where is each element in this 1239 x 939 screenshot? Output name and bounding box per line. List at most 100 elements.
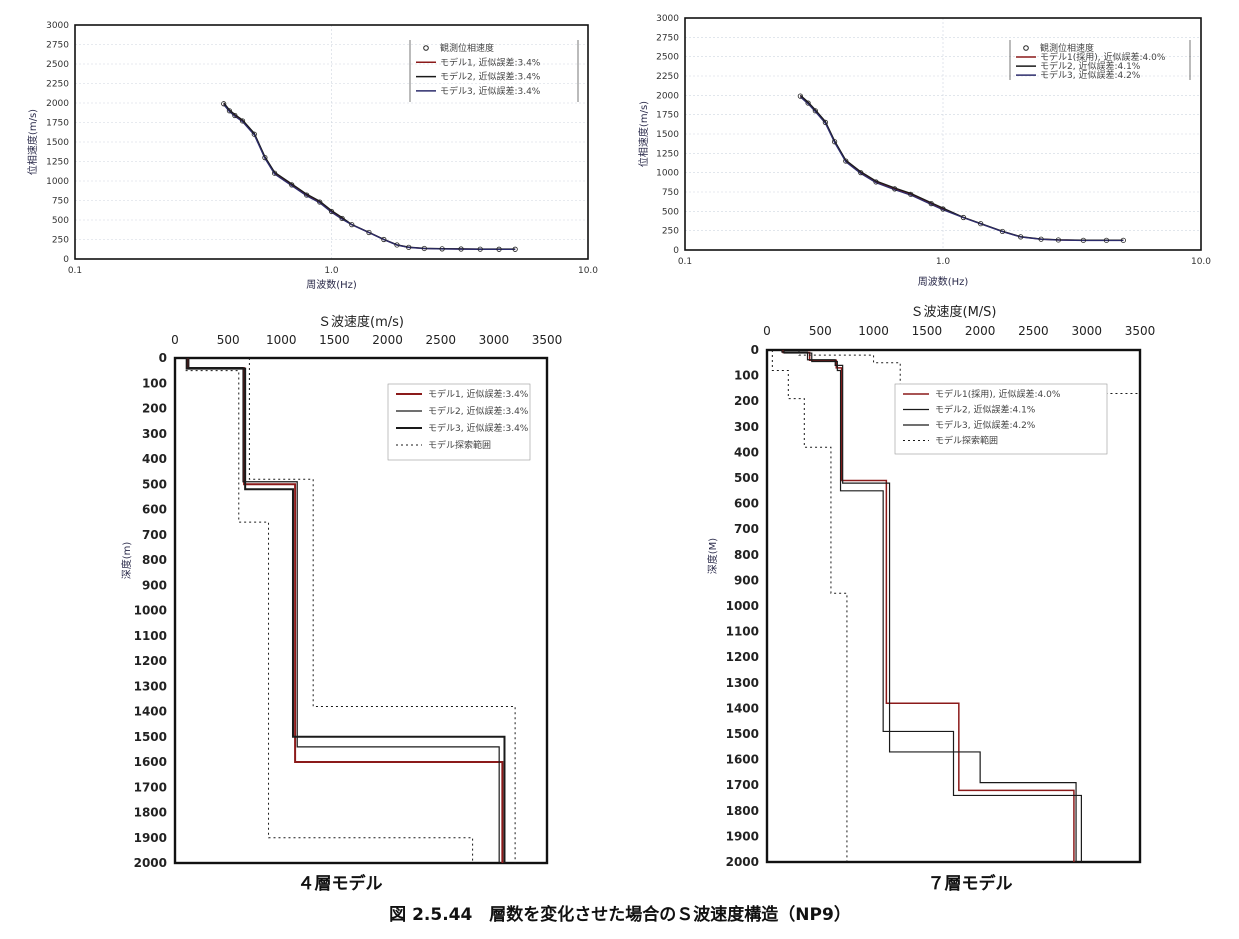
observed-point (251, 131, 257, 137)
legend-label: 観測位相速度 (440, 42, 494, 54)
y-tick-label: 1000 (656, 169, 679, 179)
x-tick-label: 3000 (1071, 324, 1102, 338)
observed-point (339, 215, 345, 222)
y-tick-label: 900 (734, 573, 759, 587)
figure-caption: 図 2.5.44 層数を変化させた場合のＳ波速度構造（NP9） (389, 904, 851, 925)
y-tick-label: 3000 (656, 14, 679, 24)
y-tick-label: 700 (142, 528, 167, 542)
legend-label: モデル3, 近似誤差:3.4% (440, 85, 541, 97)
x-tick-label: 1.0 (324, 266, 339, 276)
x-tick-label: 10.0 (1191, 257, 1211, 267)
y-tick-label: 2750 (656, 33, 679, 43)
observed-point (496, 246, 502, 252)
observed-point (221, 101, 227, 107)
y-tick-label: 1000 (46, 177, 69, 187)
legend-label: モデル探索範囲 (428, 439, 491, 451)
observed-point (940, 206, 946, 212)
legend-label: モデル3, 近似誤差:4.2% (935, 419, 1036, 431)
x-tick-label: 1.0 (936, 257, 951, 267)
y-tick-label: 0 (63, 255, 69, 265)
observed-point (226, 108, 233, 114)
x-tick-label: 0.1 (678, 257, 692, 267)
x-tick-label: 2500 (1018, 324, 1049, 338)
observed-point (394, 242, 400, 248)
x-tick-label: 10.0 (578, 266, 598, 276)
observed-point (349, 222, 355, 228)
observed-point (366, 229, 372, 236)
plot-frame (74, 24, 589, 260)
y-tick-label: 1200 (134, 654, 167, 668)
observed-point (1018, 234, 1024, 240)
y-tick-label: 1700 (134, 780, 167, 794)
legend-label: モデル2, 近似誤差:3.4% (428, 405, 529, 417)
legend-marker-observed (423, 45, 429, 51)
legend-label: モデル探索範囲 (935, 435, 998, 447)
legend-label: モデル1, 近似誤差:3.4% (428, 388, 529, 400)
y-tick-label: 1600 (726, 753, 759, 767)
observed-point (381, 236, 387, 243)
x-axis-title: 周波数(Hz) (918, 275, 969, 288)
y-tick-label: 250 (662, 227, 679, 237)
legend-label: 観測位相速度 (1040, 42, 1094, 54)
observed-point (822, 119, 828, 126)
y-tick-label: 400 (142, 452, 167, 466)
y-tick-label: 500 (52, 216, 69, 226)
y-tick-label: 900 (142, 578, 167, 592)
y-tick-label: 1200 (726, 650, 759, 664)
y-tick-label: 2500 (46, 60, 69, 70)
observed-point (317, 199, 323, 205)
observed-point (797, 93, 803, 99)
observed-point (1120, 237, 1126, 243)
y-tick-label: 0 (751, 343, 759, 357)
observed-point (1080, 237, 1086, 243)
y-tick-label: 2500 (656, 53, 679, 63)
velocity-profile-line (185, 358, 506, 863)
y-tick-label: 1250 (46, 158, 69, 168)
y-tick-label: 1250 (656, 149, 679, 159)
y-tick-label: 500 (142, 477, 167, 491)
x-tick-label: 1500 (319, 333, 350, 347)
observed-point (421, 245, 427, 252)
y-tick-label: 100 (734, 369, 759, 383)
y-axis-title: 位相速度(m/s) (26, 109, 39, 175)
search-range-line (798, 350, 1140, 395)
x-tick-label: 1000 (858, 324, 889, 338)
observed-point (458, 246, 464, 252)
observed-point (232, 112, 238, 119)
observed-point (406, 244, 412, 250)
observed-point (328, 208, 335, 215)
velocity-profile-4layer: 0 500 1000 1500 2000 2500 3000 3500 0 100 200 300 40… (120, 314, 562, 870)
legend-label: モデル2, 近似誤差:3.4% (440, 71, 541, 83)
y-tick-label: 3000 (46, 21, 69, 31)
x-tick-label: 3500 (1125, 324, 1156, 338)
x-tick-label: 3500 (532, 333, 563, 347)
legend-box (387, 383, 531, 461)
observed-point (892, 186, 898, 192)
y-tick-label: 600 (142, 503, 167, 517)
title-4layer-model: ４層モデル (298, 873, 383, 894)
x-tick-label: 1500 (912, 324, 943, 338)
y-tick-label: 1700 (726, 778, 759, 792)
y-tick-label: 2000 (656, 91, 679, 101)
y-axis-title: 位相速度(m/s) (637, 101, 650, 167)
observed-point (304, 192, 310, 198)
y-tick-label: 700 (734, 522, 759, 536)
y-tick-label: 2000 (46, 99, 69, 109)
x-axis-title: Ｓ波速度(M/S) (911, 304, 997, 320)
dispersion-chart-4layer: 0 250 500 750 1000 1250 1500 1750 2000 2250 2500 27… (26, 21, 598, 291)
y-tick-label: 750 (52, 197, 69, 207)
y-tick-label: 1500 (46, 138, 69, 148)
velocity-profile-7layer: 0 500 1000 1500 2000 2500 3000 3500 0 100 200 300 40… (706, 304, 1155, 869)
observed-point (1103, 237, 1110, 243)
title-7layer-model: ７層モデル (928, 873, 1013, 894)
legend-label: モデル1(採用), 近似誤差:4.0% (1040, 51, 1166, 63)
y-tick-label: 2250 (46, 80, 69, 90)
velocity-profile-line (781, 350, 1077, 862)
observed-point (812, 108, 818, 114)
y-tick-label: 300 (734, 420, 759, 434)
y-tick-label: 1100 (726, 625, 759, 639)
y-tick-label: 1400 (726, 701, 759, 715)
y-tick-label: 2000 (134, 856, 167, 870)
y-tick-label: 800 (142, 553, 167, 567)
